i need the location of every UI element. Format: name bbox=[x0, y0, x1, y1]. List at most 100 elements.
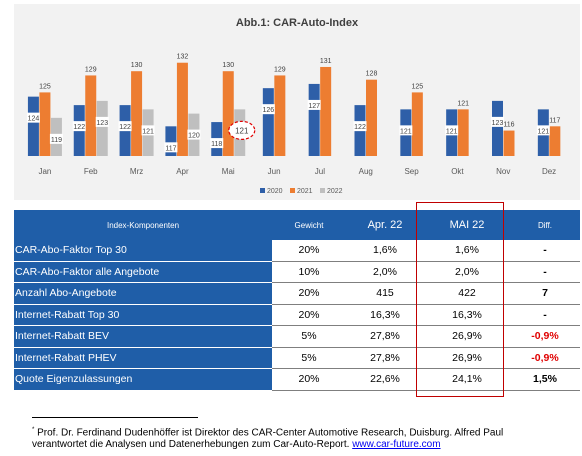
row-label: Internet-Rabatt Top 30 bbox=[14, 304, 272, 326]
legend-label-2020: 2020 bbox=[267, 188, 283, 195]
value-label-bg-nov-2020 bbox=[491, 116, 504, 127]
x-tick-okt: Okt bbox=[451, 167, 464, 176]
footnote-text: Prof. Dr. Ferdinand Dudenhöffer ist Dire… bbox=[32, 427, 504, 451]
value-label-mai-2020: 118 bbox=[211, 141, 222, 148]
value-label-feb-2021: 129 bbox=[85, 66, 97, 73]
index-components-table-wrap: Index-Komponenten Gewicht Apr. 22 MAI 22… bbox=[14, 210, 580, 391]
value-label-nov-2020: 123 bbox=[492, 120, 504, 127]
table-row: Internet-Rabatt BEV 5% 27,8% 26,9% -0,9% bbox=[14, 325, 580, 348]
value-label-jun-2020: 126 bbox=[262, 107, 274, 114]
row-apr-value: 27,8% bbox=[346, 347, 424, 369]
bar-jul-2021 bbox=[320, 66, 332, 156]
row-apr-value: 2,0% bbox=[346, 261, 424, 283]
bar-nov-2020 bbox=[492, 100, 503, 156]
row-apr-value: 1,6% bbox=[346, 240, 424, 262]
value-label-bg-jul-2020 bbox=[307, 99, 321, 110]
row-diff-value: 1,5% bbox=[510, 368, 580, 391]
row-diff-value: 7 bbox=[510, 282, 580, 305]
row-mai-value: 26,9% bbox=[424, 325, 510, 348]
row-label: Internet-Rabatt PHEV bbox=[14, 347, 272, 369]
bar-jun-2020 bbox=[262, 88, 274, 156]
value-label-bg-jan-2022 bbox=[49, 133, 63, 144]
x-tick-nov: Nov bbox=[496, 167, 510, 176]
bar-mrz-2021 bbox=[131, 71, 143, 156]
chart-svg: Abb.1: CAR-Auto-Index 124 125 119 122 129 123… bbox=[26, 17, 561, 195]
value-label-jul-2021: 131 bbox=[320, 58, 332, 65]
row-label: Quote Eigenzulassungen bbox=[14, 368, 272, 391]
value-label-okt-2021: 121 bbox=[457, 100, 469, 107]
row-diff-value: - bbox=[510, 304, 580, 326]
bar-jun-2021 bbox=[274, 75, 286, 156]
value-labels-layer: 1241251191221291231221301211171321201181… bbox=[26, 54, 561, 153]
value-label-mrz-2020: 122 bbox=[119, 124, 131, 131]
bar-dez-2021 bbox=[549, 126, 561, 156]
row-mai-value: 26,9% bbox=[424, 347, 510, 369]
chart-legend: 2020 2021 2022 bbox=[260, 188, 343, 195]
x-tick-jun: Jun bbox=[268, 167, 281, 176]
legend-swatch-2021 bbox=[290, 188, 295, 193]
value-label-bg-mai-2020 bbox=[210, 138, 224, 149]
table-row: CAR-Abo-Faktor alle Angebote 10% 2,0% 2,0% - bbox=[14, 261, 580, 283]
value-label-feb-2022: 123 bbox=[96, 120, 108, 127]
row-diff-value: - bbox=[510, 261, 580, 283]
footnote-link[interactable]: www.car-future.com bbox=[352, 439, 441, 451]
value-label-bg-jan-2020 bbox=[26, 112, 40, 123]
legend-swatch-2022 bbox=[320, 188, 325, 193]
row-apr-value: 27,8% bbox=[346, 325, 424, 348]
row-mai-value: 16,3% bbox=[424, 304, 510, 326]
value-label-dez-2021: 117 bbox=[549, 117, 560, 124]
bars-layer bbox=[27, 62, 561, 156]
chart-title: Abb.1: CAR-Auto-Index bbox=[236, 17, 359, 29]
bar-sep-2021 bbox=[411, 92, 423, 156]
value-label-mrz-2022: 121 bbox=[142, 128, 154, 135]
row-weight: 5% bbox=[272, 325, 346, 348]
bar-feb-2022 bbox=[96, 100, 108, 156]
value-label-apr-2021: 132 bbox=[177, 54, 189, 61]
row-weight: 10% bbox=[272, 261, 346, 283]
value-label-sep-2021: 125 bbox=[411, 83, 423, 90]
legend-label-2021: 2021 bbox=[297, 188, 313, 195]
bar-okt-2021 bbox=[457, 109, 469, 156]
table-header-row: Index-Komponenten Gewicht Apr. 22 MAI 22… bbox=[14, 210, 580, 240]
value-label-bg-apr-2020 bbox=[164, 142, 178, 153]
bar-apr-2021 bbox=[176, 62, 188, 156]
row-weight: 20% bbox=[272, 304, 346, 326]
bar-apr-2020 bbox=[165, 126, 177, 156]
value-label-jan-2021: 125 bbox=[39, 83, 51, 90]
value-label-nov-2021: 116 bbox=[503, 122, 514, 129]
header-weight: Gewicht bbox=[272, 210, 346, 240]
x-tick-labels-layer: Jan Feb Mrz Apr Mai Jun Jul Aug Sep Okt Nov Dez bbox=[38, 167, 556, 176]
bar-jan-2021 bbox=[39, 92, 51, 156]
row-label: Anzahl Abo-Angebote bbox=[14, 282, 272, 305]
row-weight: 20% bbox=[272, 240, 346, 262]
value-label-mai-2021: 130 bbox=[222, 62, 234, 69]
x-tick-dez: Dez bbox=[542, 167, 556, 176]
bar-jan-2020 bbox=[27, 96, 39, 156]
table-body: CAR-Abo-Faktor Top 30 20% 1,6% 1,6% - CAR-Abo… bbox=[14, 240, 580, 391]
value-label-apr-2020: 117 bbox=[165, 145, 176, 152]
header-mai: MAI 22 bbox=[424, 210, 510, 240]
row-weight: 20% bbox=[272, 282, 346, 305]
value-label-jul-2020: 127 bbox=[308, 103, 320, 110]
value-label-jun-2021: 129 bbox=[274, 66, 286, 73]
value-label-bg-aug-2020 bbox=[353, 121, 367, 132]
footnote-marker: * bbox=[32, 427, 35, 433]
value-label-mrz-2021: 130 bbox=[131, 62, 143, 69]
row-apr-value: 16,3% bbox=[346, 304, 424, 326]
table-row: Internet-Rabatt PHEV 5% 27,8% 26,9% -0,9% bbox=[14, 347, 580, 369]
x-tick-mai: Mai bbox=[222, 167, 235, 176]
row-diff-value: -0,9% bbox=[510, 325, 580, 348]
header-components: Index-Komponenten bbox=[14, 210, 272, 240]
header-diff: Diff. bbox=[510, 210, 580, 240]
value-label-sep-2020: 121 bbox=[400, 128, 412, 135]
value-label-aug-2020: 122 bbox=[354, 124, 366, 131]
value-label-bg-mrz-2022 bbox=[141, 125, 155, 136]
footnote-rule bbox=[32, 417, 198, 418]
value-label-okt-2020: 121 bbox=[446, 128, 458, 135]
value-label-feb-2020: 122 bbox=[73, 124, 85, 131]
row-apr-value: 22,6% bbox=[346, 368, 424, 391]
value-label-bg-okt-2020 bbox=[445, 125, 459, 136]
row-weight: 5% bbox=[272, 347, 346, 369]
car-auto-index-chart: Abb.1: CAR-Auto-Index 124 125 119 122 129 123… bbox=[14, 4, 580, 200]
value-label-bg-dez-2020 bbox=[536, 125, 550, 136]
